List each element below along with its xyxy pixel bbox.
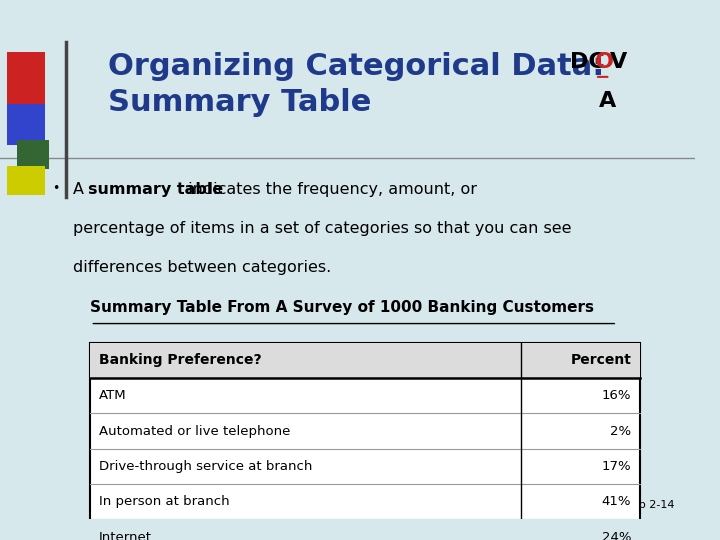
Text: DC: DC bbox=[570, 52, 605, 72]
Text: percentage of items in a set of categories so that you can see: percentage of items in a set of categori… bbox=[73, 221, 572, 236]
Text: A: A bbox=[599, 91, 616, 111]
Text: Summary Table: Summary Table bbox=[108, 89, 371, 117]
Text: V: V bbox=[611, 52, 628, 72]
FancyBboxPatch shape bbox=[91, 343, 639, 378]
Text: Banking Preference?: Banking Preference? bbox=[99, 354, 261, 367]
Text: 2%: 2% bbox=[610, 424, 631, 437]
FancyBboxPatch shape bbox=[17, 140, 49, 169]
Text: 24%: 24% bbox=[602, 530, 631, 540]
FancyBboxPatch shape bbox=[91, 343, 639, 540]
Text: In person at branch: In person at branch bbox=[99, 495, 230, 508]
Text: ATM: ATM bbox=[99, 389, 126, 402]
Text: Summary Table From A Survey of 1000 Banking Customers: Summary Table From A Survey of 1000 Bank… bbox=[91, 300, 595, 315]
FancyBboxPatch shape bbox=[7, 166, 45, 195]
Text: indicates the frequency, amount, or: indicates the frequency, amount, or bbox=[183, 182, 477, 197]
Text: Internet: Internet bbox=[99, 530, 152, 540]
Text: O: O bbox=[595, 52, 614, 72]
Text: summary table: summary table bbox=[89, 182, 223, 197]
Text: differences between categories.: differences between categories. bbox=[73, 260, 331, 275]
Text: Chap 2-14: Chap 2-14 bbox=[617, 500, 675, 510]
Text: Automated or live telephone: Automated or live telephone bbox=[99, 424, 290, 437]
Text: Drive-through service at branch: Drive-through service at branch bbox=[99, 460, 312, 473]
FancyBboxPatch shape bbox=[7, 104, 45, 145]
Text: 41%: 41% bbox=[602, 495, 631, 508]
Text: Organizing Categorical Data:: Organizing Categorical Data: bbox=[108, 52, 604, 81]
Text: 16%: 16% bbox=[602, 389, 631, 402]
Text: 17%: 17% bbox=[601, 460, 631, 473]
Text: •: • bbox=[52, 182, 60, 195]
Text: Percent: Percent bbox=[570, 354, 631, 367]
Text: A: A bbox=[73, 182, 89, 197]
FancyBboxPatch shape bbox=[7, 52, 45, 104]
